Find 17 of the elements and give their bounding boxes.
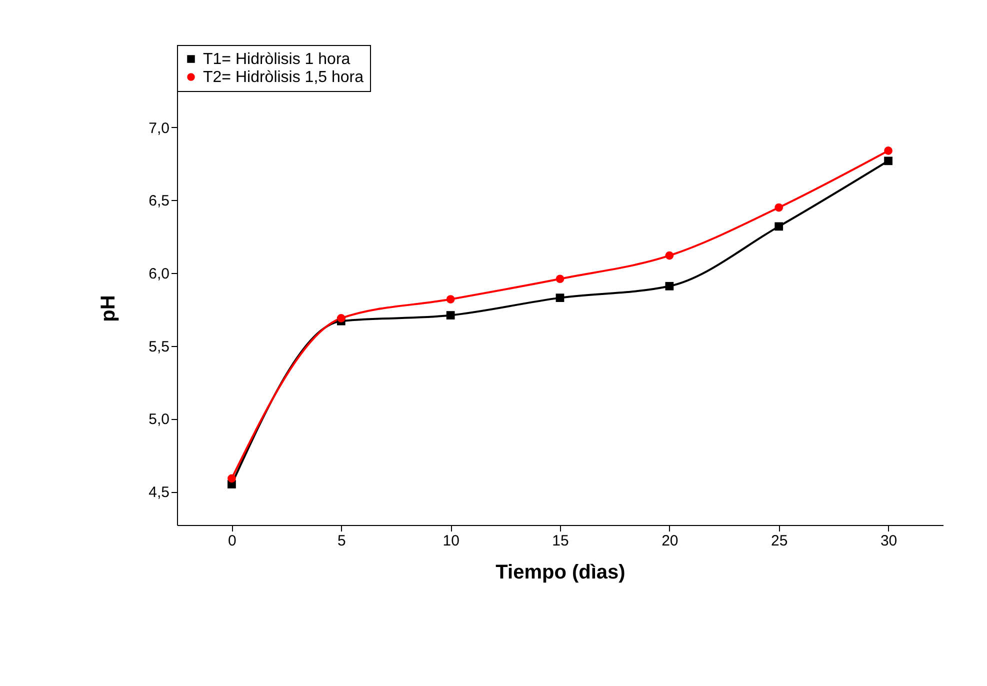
x-tick-label: 25 [771, 532, 788, 550]
y-tick-label: 7,0 [148, 120, 170, 137]
y-tick-label: 5,0 [148, 411, 170, 428]
x-tick-label: 0 [228, 532, 236, 550]
y-tick-label: 6,5 [148, 192, 170, 210]
x-tick-label: 30 [880, 532, 898, 550]
x-tick-label: 5 [337, 532, 346, 550]
x-axis-title: Tiempo (dìas) [496, 562, 626, 584]
x-tick-label: 15 [552, 532, 569, 550]
legend-label: T1= Hidròlisis 1 hora [203, 51, 350, 68]
x-tick-label: 20 [662, 532, 678, 550]
y-axis-title: pH [98, 295, 120, 322]
y-tick-label: 4,5 [148, 484, 170, 502]
y-tick-label: 5,5 [148, 338, 170, 356]
x-tick-label: 10 [442, 532, 460, 550]
y-tick-label: 6,0 [148, 266, 170, 283]
legend-label: T2= Hidròlisis 1,5 hora [203, 69, 364, 86]
